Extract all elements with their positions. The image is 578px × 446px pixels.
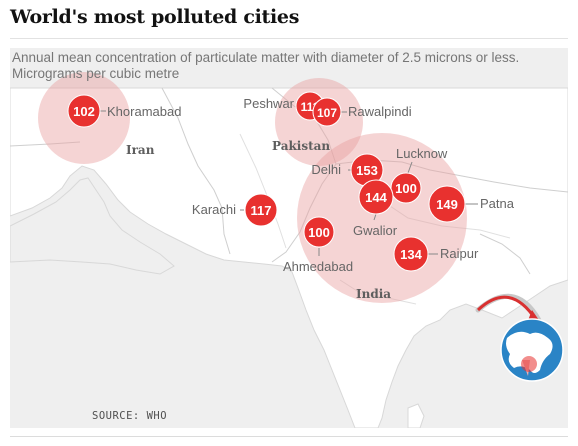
source-note: SOURCE: WHO bbox=[92, 410, 168, 422]
city-name: Patna bbox=[480, 196, 515, 211]
land-mass bbox=[10, 87, 568, 428]
city-name: Lucknow bbox=[396, 146, 448, 161]
map-svg: Iran Pakistan India 102 Khoramabad 111 P… bbox=[10, 72, 568, 428]
city-marker[interactable]: 149 Patna bbox=[428, 185, 515, 223]
city-marker[interactable]: 134 Raipur bbox=[393, 236, 479, 272]
city-name: Rawalpindi bbox=[348, 104, 412, 119]
page-title: World's most polluted cities bbox=[10, 6, 300, 28]
city-marker[interactable]: 100 Lucknow bbox=[390, 146, 448, 204]
locator-globe-icon bbox=[475, 293, 564, 382]
country-label: Pakistan bbox=[272, 139, 330, 153]
city-value: 134 bbox=[400, 247, 422, 262]
city-value: 144 bbox=[365, 190, 387, 205]
country-label: India bbox=[356, 287, 391, 301]
bottom-divider bbox=[10, 436, 568, 437]
city-marker[interactable]: 117 Karachi bbox=[192, 193, 278, 227]
city-value: 153 bbox=[356, 163, 378, 178]
city-name: Peshwar bbox=[243, 96, 294, 111]
city-marker[interactable]: 107 Rawalpindi bbox=[312, 97, 412, 127]
map-subtitle: Annual mean concentration of particulate… bbox=[12, 50, 520, 81]
city-marker[interactable]: 102 Khoramabad bbox=[67, 94, 181, 128]
city-value: 102 bbox=[73, 104, 95, 119]
city-markers: 102 Khoramabad 111 Peshwar 107 Rawalpind… bbox=[67, 91, 515, 274]
city-marker[interactable]: 100 Ahmedabad bbox=[283, 216, 353, 274]
city-name: Ahmedabad bbox=[283, 259, 353, 274]
city-name: Khoramabad bbox=[107, 104, 181, 119]
city-name: Gwalior bbox=[353, 223, 398, 238]
city-name: Raipur bbox=[440, 246, 479, 261]
city-marker[interactable]: 153 Delhi bbox=[311, 153, 384, 187]
country-label: Iran bbox=[126, 143, 155, 157]
city-name: Karachi bbox=[192, 202, 236, 217]
city-value: 117 bbox=[251, 203, 272, 218]
map-panel: Iran Pakistan India 102 Khoramabad 111 P… bbox=[10, 48, 568, 428]
title-bar: World's most polluted cities bbox=[10, 0, 568, 39]
city-marker[interactable]: 144 Gwalior bbox=[353, 179, 398, 238]
city-name: Delhi bbox=[311, 162, 341, 177]
city-value: 149 bbox=[436, 197, 458, 212]
persian-gulf bbox=[10, 177, 175, 275]
city-value: 100 bbox=[395, 181, 417, 196]
city-value: 107 bbox=[317, 106, 337, 120]
sri-lanka bbox=[407, 403, 425, 428]
city-value: 100 bbox=[308, 225, 330, 240]
